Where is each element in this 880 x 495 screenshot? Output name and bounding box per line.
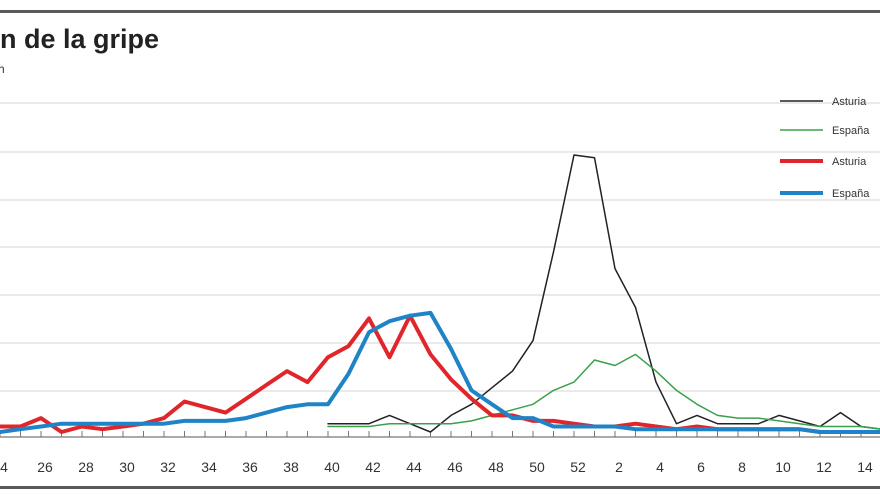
x-tick-label: 10 — [775, 459, 791, 475]
series-line-4 — [0, 310, 880, 434]
x-tick-label: 4 — [656, 459, 664, 475]
legend: Asturia España Asturia España — [780, 96, 870, 200]
x-tick-label: 36 — [242, 459, 258, 475]
x-axis-labels: 4 26 28 30 32 34 36 38 40 42 44 46 48 50 52 2 4 6 8 10 12 14 — [0, 459, 873, 475]
x-tick-label: 42 — [365, 459, 381, 475]
chart-title: n de la gripe — [0, 24, 160, 54]
legend-label: España — [832, 188, 870, 200]
x-tick-label: 30 — [119, 459, 135, 475]
x-axis-ticks — [0, 431, 862, 437]
top-rule — [0, 10, 880, 13]
gridlines — [0, 102, 880, 392]
x-tick-label: 46 — [447, 459, 463, 475]
x-tick-label: 52 — [570, 459, 586, 475]
x-tick-label: 34 — [201, 459, 217, 475]
x-tick-label: 12 — [816, 459, 832, 475]
legend-label: España — [832, 125, 870, 137]
x-tick-label: 26 — [37, 459, 53, 475]
x-tick-label: 48 — [488, 459, 504, 475]
series-line-1 — [327, 154, 880, 433]
legend-label: Asturia — [832, 96, 867, 108]
series-line-2 — [327, 353, 880, 430]
chart-subtitle: h — [0, 62, 5, 76]
x-tick-label: 32 — [160, 459, 176, 475]
x-tick-label: 14 — [857, 459, 873, 475]
x-tick-label: 8 — [738, 459, 746, 475]
x-tick-label: 2 — [615, 459, 623, 475]
x-tick-label: 38 — [283, 459, 299, 475]
x-tick-label: 40 — [324, 459, 340, 475]
x-tick-label: 4 — [0, 459, 8, 475]
x-tick-label: 44 — [406, 459, 422, 475]
bottom-rule — [0, 486, 880, 489]
legend-label: Asturia — [832, 156, 867, 168]
x-tick-label: 28 — [78, 459, 94, 475]
x-tick-label: 6 — [697, 459, 705, 475]
x-tick-label: 50 — [529, 459, 545, 475]
